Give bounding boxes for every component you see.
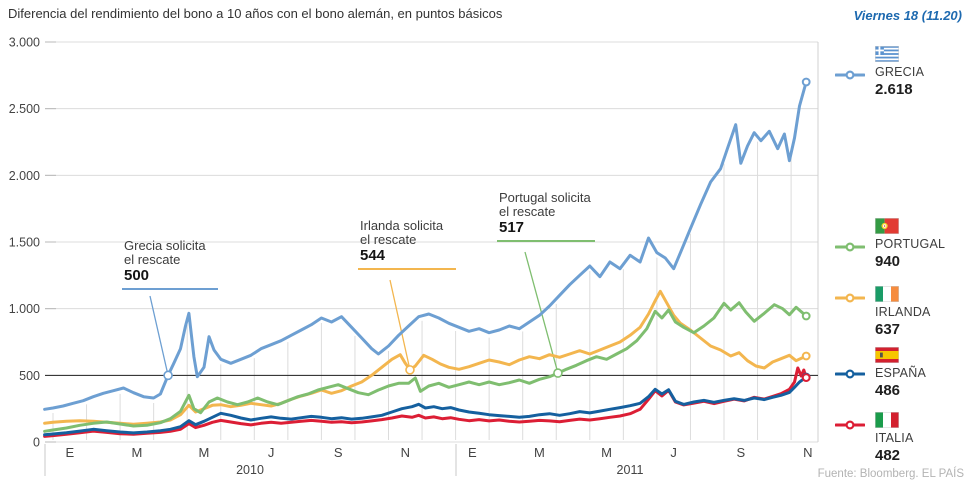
month-label: N <box>401 445 410 460</box>
series-line-grecia <box>43 80 808 411</box>
year-label: 2010 <box>236 463 264 477</box>
legend-value: 486 <box>875 382 901 399</box>
y-tick-label: 1.500 <box>9 236 40 250</box>
y-tick-label: 1.000 <box>9 302 40 316</box>
chart-title: Diferencia del rendimiento del bono a 10… <box>8 6 503 21</box>
legend-marker-portugal <box>835 242 865 252</box>
annotation-value: 517 <box>499 219 525 236</box>
series-end-marker-grecia <box>801 77 811 87</box>
y-tick-label: 2.500 <box>9 102 40 116</box>
legend-marker-irlanda <box>835 293 865 303</box>
month-label: M <box>534 445 545 460</box>
portugal-flag-icon <box>875 218 899 234</box>
annotation-value: 500 <box>124 267 150 284</box>
series-line-portugal <box>43 301 808 433</box>
legend-value: 637 <box>875 321 901 338</box>
legend-item-portugal: PORTUGAL 940 <box>875 218 945 270</box>
annotation-pointer <box>389 279 411 371</box>
y-tick-label: 0 <box>33 436 40 450</box>
annotation-line2: el rescate <box>124 252 181 267</box>
series-end-marker-irlanda <box>801 351 811 361</box>
legend-country: ESPAÑA <box>875 366 926 380</box>
legend-country: IRLANDA <box>875 305 931 319</box>
annotation-pointer <box>149 295 169 376</box>
annotation-line1: Grecia solicita <box>124 238 206 253</box>
month-label: E <box>468 445 477 460</box>
annotation-line1: Portugal solicita <box>499 190 591 205</box>
source-credit: Fuente: Bloomberg. EL PAÍS <box>817 468 964 480</box>
annotation-line2: el rescate <box>360 232 417 247</box>
annotation-line1: Irlanda solicita <box>360 218 444 233</box>
month-label: M <box>131 445 142 460</box>
annotation-marker <box>163 370 173 381</box>
legend-marker-grecia <box>835 70 865 80</box>
y-tick-label: 3.000 <box>9 36 40 50</box>
month-label: J <box>670 445 677 460</box>
greece-flag-icon <box>875 46 899 62</box>
annotation-marker <box>553 368 563 378</box>
legend-marker-italia <box>835 420 865 430</box>
series-end-marker-italia <box>801 373 811 383</box>
month-label: E <box>65 445 74 460</box>
month-label: S <box>334 445 343 460</box>
annotation-grecia-rescate: Grecia solicita el rescate 500 <box>122 239 218 290</box>
y-tick-label: 2.000 <box>9 169 40 183</box>
month-label: M <box>601 445 612 460</box>
timestamp-label: Viernes 18 (11.20) <box>853 8 962 23</box>
month-label: N <box>803 445 812 460</box>
legend-value: 2.618 <box>875 81 913 98</box>
legend-marker-espana <box>835 369 865 379</box>
series-line-españa <box>43 375 808 437</box>
annotation-irlanda-rescate: Irlanda solicita el rescate 544 <box>358 219 456 270</box>
annotation-value: 544 <box>360 247 386 264</box>
ireland-flag-icon <box>875 286 899 302</box>
month-label: J <box>268 445 275 460</box>
legend-country: GRECIA <box>875 65 925 79</box>
y-tick-label: 500 <box>19 369 40 383</box>
legend-item-grecia: GRECIA 2.618 <box>875 46 924 98</box>
annotation-line2: el rescate <box>499 204 556 219</box>
legend-value: 940 <box>875 253 901 270</box>
legend-country: PORTUGAL <box>875 237 946 251</box>
legend-item-italia: ITALIA 482 <box>875 412 913 464</box>
italy-flag-icon <box>875 412 899 428</box>
year-label: 2011 <box>617 463 644 477</box>
legend-value: 482 <box>875 447 901 464</box>
legend-country: ITALIA <box>875 431 914 445</box>
month-label: S <box>736 445 745 460</box>
spain-flag-icon <box>875 347 899 363</box>
legend-item-irlanda: IRLANDA 637 <box>875 286 931 338</box>
legend-item-espana: ESPAÑA 486 <box>875 347 926 399</box>
series-end-marker-portugal <box>801 311 811 321</box>
annotation-portugal-rescate: Portugal solicita el rescate 517 <box>497 191 595 242</box>
month-label: M <box>199 445 210 460</box>
annotation-marker <box>405 365 415 375</box>
